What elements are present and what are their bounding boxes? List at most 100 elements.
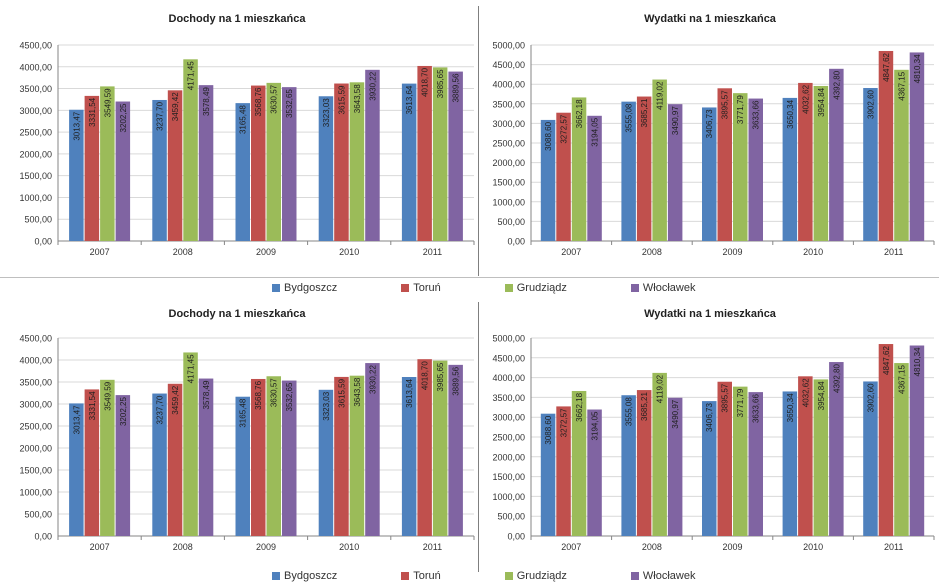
bar <box>266 82 281 242</box>
y-tick-label: 500,00 <box>24 215 52 225</box>
bar <box>798 82 813 241</box>
data-label: 3685,21 <box>640 392 649 421</box>
data-label: 3088,60 <box>544 121 553 150</box>
x-tick-label: 2009 <box>722 542 742 552</box>
x-tick-label: 2009 <box>256 247 276 257</box>
data-label: 3650,34 <box>786 99 795 128</box>
data-label: 3685,21 <box>640 98 649 127</box>
x-tick-label: 2010 <box>339 542 359 552</box>
bar <box>894 363 909 536</box>
data-label: 3202,25 <box>119 397 128 426</box>
bar <box>417 359 432 536</box>
data-label: 4119,02 <box>656 374 665 403</box>
data-label: 3532,65 <box>285 89 294 118</box>
data-label: 3323,03 <box>322 98 331 127</box>
data-label: 3165,48 <box>239 105 248 134</box>
bar <box>829 68 844 241</box>
y-tick-label: 1000,00 <box>19 193 52 203</box>
x-tick-label: 2010 <box>803 542 823 552</box>
data-label: 4171,45 <box>187 61 196 90</box>
y-tick-label: 4000,00 <box>19 62 52 72</box>
data-label: 3194,05 <box>591 117 600 146</box>
data-label: 3662,18 <box>575 99 584 128</box>
x-tick-label: 2007 <box>561 542 581 552</box>
y-tick-label: 3500,00 <box>19 84 52 94</box>
bar <box>152 99 167 241</box>
data-label: 3954,84 <box>817 381 826 410</box>
legend-label: Włocławek <box>642 282 696 294</box>
data-label: 3555,08 <box>625 103 634 132</box>
data-label: 3633,66 <box>752 394 761 423</box>
legend-swatch <box>504 284 513 292</box>
legend-label: Bydgoszcz <box>284 570 338 582</box>
bar <box>702 401 717 536</box>
bar <box>417 65 432 241</box>
y-tick-label: 0,00 <box>34 532 52 542</box>
bar <box>556 112 571 241</box>
bar <box>863 88 878 241</box>
data-label: 3615,59 <box>337 378 346 407</box>
y-tick-label: 1000,00 <box>492 492 525 502</box>
legend-item: Bydgoszcz <box>272 282 337 294</box>
y-tick-label: 2500,00 <box>19 422 52 432</box>
bar <box>748 392 763 536</box>
y-tick-label: 2000,00 <box>492 158 525 168</box>
data-label: 3630,57 <box>270 378 279 407</box>
y-tick-label: 5000,00 <box>492 41 525 51</box>
bar <box>748 98 763 241</box>
bar <box>813 85 829 241</box>
data-label: 3902,60 <box>866 89 875 118</box>
data-label: 3895,57 <box>721 90 730 119</box>
data-label: 4392,80 <box>832 70 841 99</box>
bar <box>636 390 652 536</box>
y-tick-label: 2000,00 <box>19 149 52 159</box>
bar <box>115 101 131 241</box>
bar <box>198 85 214 242</box>
data-label: 3549,59 <box>103 88 112 117</box>
bar <box>266 376 281 536</box>
y-tick-label: 4000,00 <box>492 373 525 383</box>
legend-swatch <box>630 572 639 580</box>
data-label: 3930,22 <box>368 365 377 394</box>
bar <box>349 82 365 241</box>
bar <box>152 393 167 536</box>
y-tick-label: 3500,00 <box>492 393 525 403</box>
bar <box>652 79 667 241</box>
bar <box>813 379 829 536</box>
y-tick-label: 3000,00 <box>19 106 52 116</box>
data-label: 3272,57 <box>560 408 569 437</box>
legend-label: Włocławek <box>642 570 696 582</box>
data-label: 3323,03 <box>322 391 331 420</box>
divider-horizontal <box>0 277 939 278</box>
y-tick-label: 1500,00 <box>492 472 525 482</box>
data-label: 3555,08 <box>625 397 634 426</box>
y-tick-label: 1500,00 <box>19 171 52 181</box>
bar <box>235 396 250 536</box>
data-label: 4847,62 <box>882 345 891 374</box>
bar <box>782 391 798 536</box>
legend-swatch <box>401 284 410 292</box>
bar <box>401 376 417 536</box>
data-label: 3202,25 <box>119 103 128 132</box>
y-tick-label: 500,00 <box>497 512 525 522</box>
data-label: 3568,76 <box>254 87 263 116</box>
data-label: 3549,59 <box>103 381 112 410</box>
bar <box>365 69 380 242</box>
data-label: 4367,15 <box>897 365 906 394</box>
data-label: 3237,70 <box>156 395 165 424</box>
data-label: 3013,47 <box>72 111 81 140</box>
bar <box>69 109 84 241</box>
data-label: 3237,70 <box>156 101 165 130</box>
divider-vertical-top <box>478 6 479 276</box>
legend-item: Włocławek <box>630 570 696 582</box>
data-label: 3889,56 <box>452 366 461 395</box>
y-tick-label: 4500,00 <box>19 334 52 344</box>
x-tick-label: 2011 <box>423 542 442 552</box>
bar <box>652 372 667 536</box>
bar <box>782 97 798 241</box>
y-tick-label: 2000,00 <box>492 452 525 462</box>
y-tick-label: 2500,00 <box>492 139 525 149</box>
data-label: 3613,64 <box>405 85 414 114</box>
